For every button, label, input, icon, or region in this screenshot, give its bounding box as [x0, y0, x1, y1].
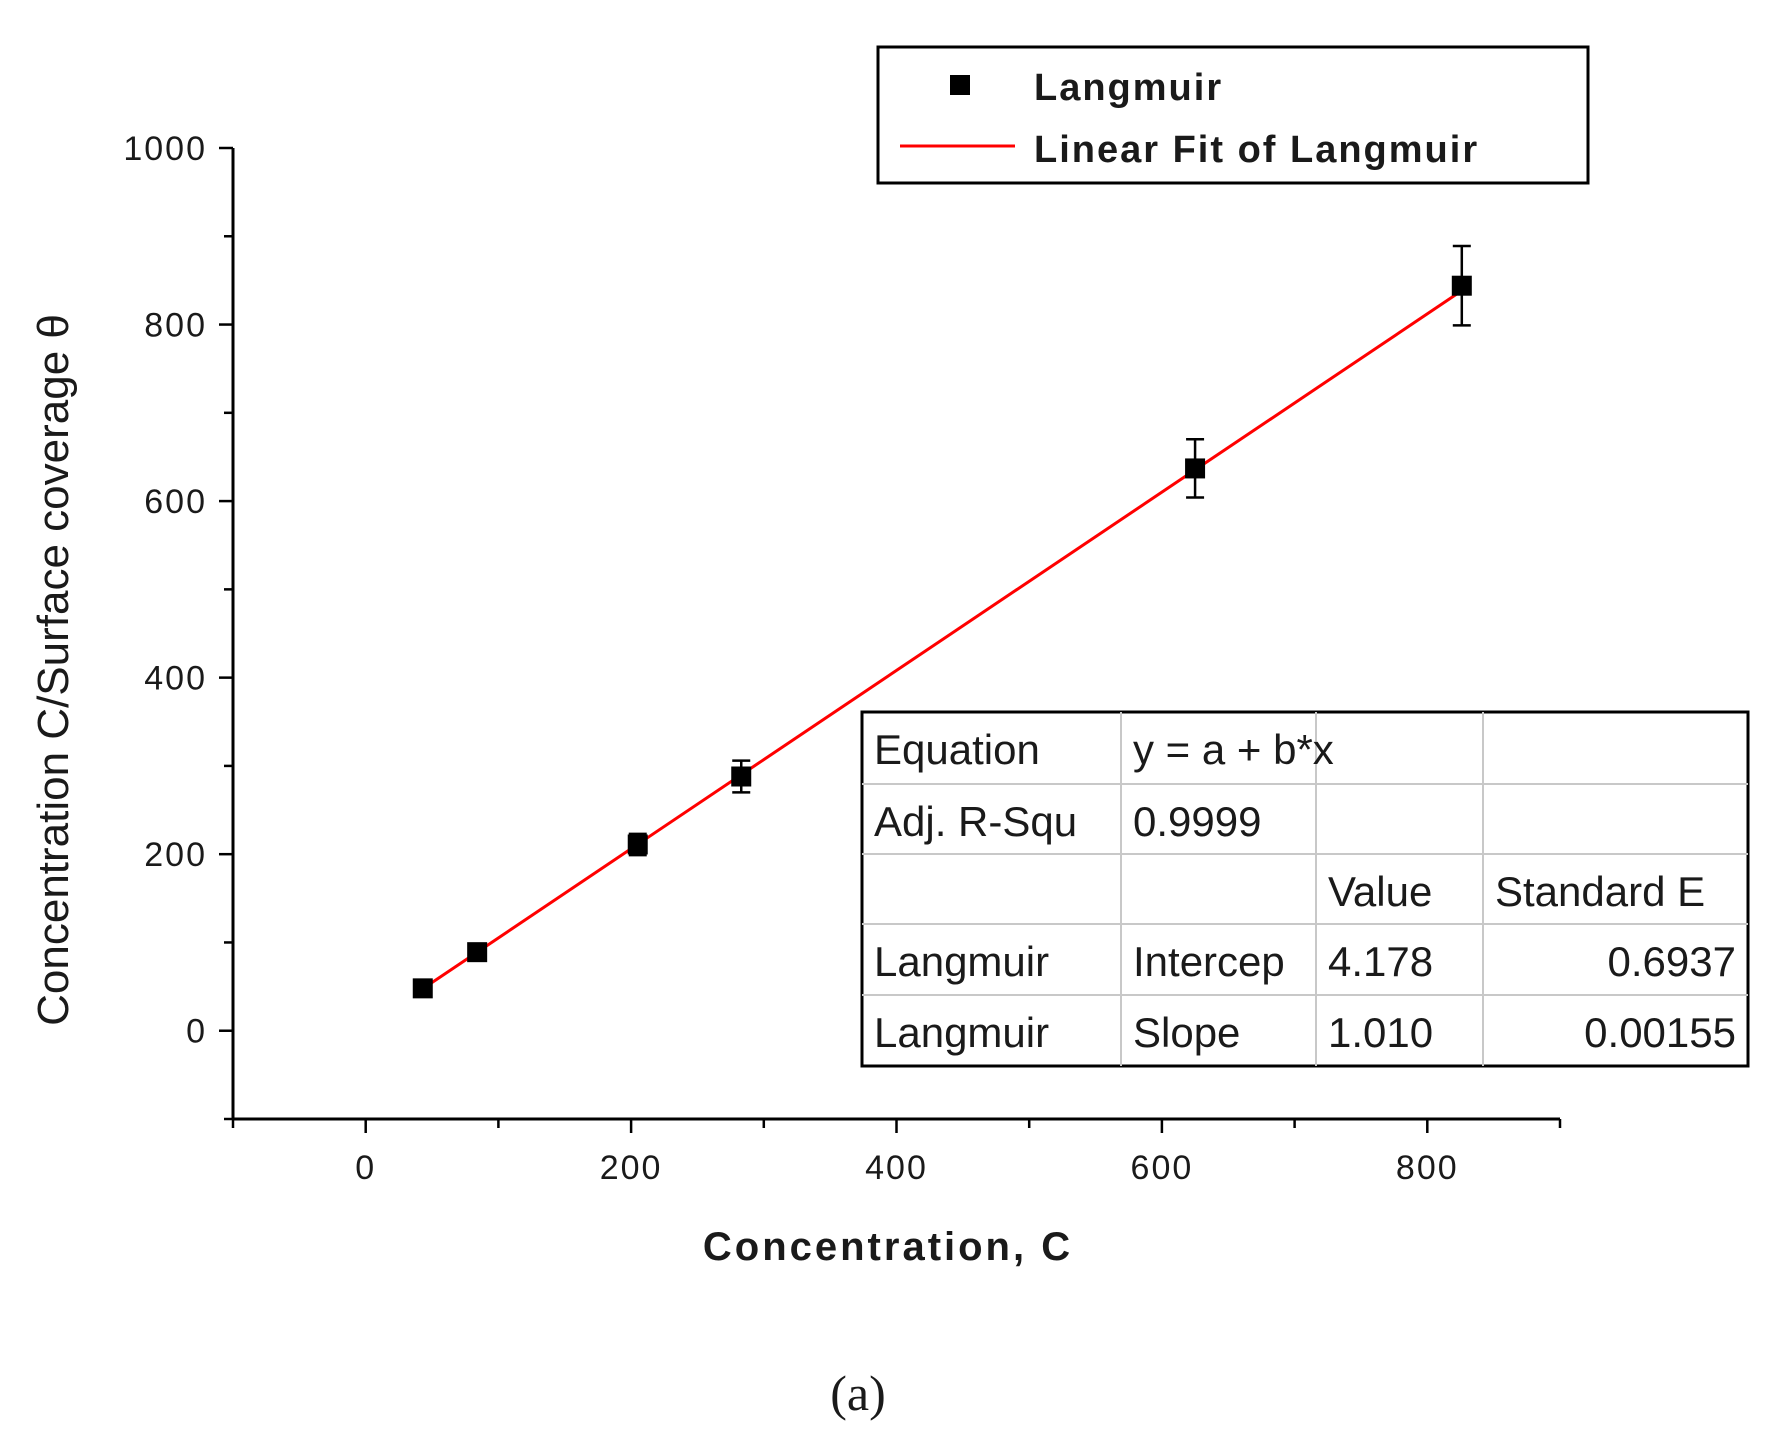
- legend: Langmuir Linear Fit of Langmuir: [876, 45, 1590, 185]
- fit-table-cell: Slope: [1133, 1009, 1240, 1056]
- x-tick-label: 800: [1396, 1149, 1459, 1187]
- y-tick-label: 200: [144, 836, 207, 874]
- data-point: [627, 834, 648, 855]
- data-point: [731, 766, 752, 787]
- y-tick-label: 0: [186, 1013, 207, 1051]
- fit-table-cell: 1.010: [1328, 1009, 1433, 1056]
- fit-table-cell: Langmuir: [874, 938, 1049, 985]
- x-tick-label: 400: [865, 1149, 928, 1187]
- fit-table-cell: 0.6937: [1608, 938, 1736, 985]
- fit-table-cell: Adj. R-Squ: [874, 798, 1077, 845]
- y-tick-label: 800: [144, 307, 207, 345]
- fit-line-layer: [421, 289, 1463, 990]
- y-tick-label: 400: [144, 660, 207, 698]
- axis-ticks: 0 200 400 600 800 0 200 400 600 800 1000: [123, 130, 1562, 1187]
- legend-marker-langmuir: [950, 75, 970, 95]
- x-tick-label: 200: [600, 1149, 663, 1187]
- fit-table-cell: 0.00155: [1584, 1009, 1736, 1056]
- data-point: [467, 942, 488, 963]
- panel-label: (a): [830, 1365, 886, 1421]
- fit-table: Equation y = a + b*x Adj. R-Squ 0.9999 Value…: [860, 710, 1750, 1068]
- legend-box: [876, 45, 1590, 185]
- data-point: [1451, 275, 1472, 296]
- data-point: [1185, 458, 1206, 479]
- fit-table-cell: Equation: [874, 726, 1040, 773]
- y-axis-title: Concentration C/Surface coverage θ: [29, 314, 78, 1026]
- fit-table-cell: Langmuir: [874, 1009, 1049, 1056]
- x-axis-title: Concentration, C: [703, 1225, 1073, 1269]
- y-tick-label: 1000: [123, 130, 207, 168]
- data-points-layer: [412, 244, 1472, 999]
- legend-label-fit: Linear Fit of Langmuir: [1034, 129, 1479, 171]
- y-tick-label: 600: [144, 483, 207, 521]
- fit-table-border: [860, 710, 1750, 1068]
- fit-table-cell: 0.9999: [1133, 798, 1261, 845]
- fit-line: [421, 289, 1463, 990]
- fit-table-cell: Standard E: [1495, 868, 1705, 915]
- data-point: [412, 978, 433, 999]
- x-tick-label: 0: [355, 1149, 376, 1187]
- fit-table-cell: Intercep: [1133, 938, 1285, 985]
- fit-table-cell: 4.178: [1328, 938, 1433, 985]
- fit-table-cell: Value: [1328, 868, 1432, 915]
- fit-table-cell: y = a + b*x: [1133, 726, 1334, 773]
- legend-label-langmuir: Langmuir: [1034, 67, 1223, 109]
- x-tick-label: 600: [1131, 1149, 1194, 1187]
